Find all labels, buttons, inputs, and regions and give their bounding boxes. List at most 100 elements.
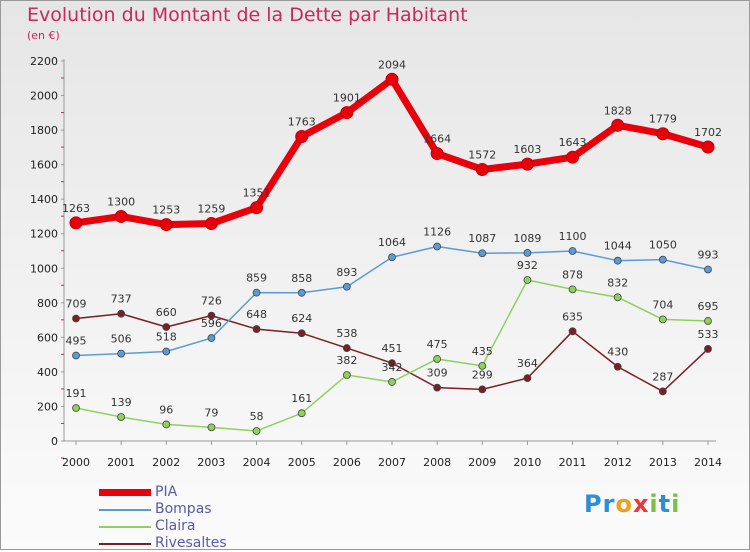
data-label-pia: 1253	[152, 204, 180, 217]
legend-label: Rivesaltes	[155, 535, 227, 551]
data-label-rivesaltes: 648	[246, 308, 267, 321]
data-label-rivesaltes: 538	[336, 327, 357, 340]
data-point-bompas	[523, 248, 532, 257]
x-tick-label: 2003	[197, 456, 225, 469]
chart-title: Evolution du Montant de la Dette par Hab…	[27, 4, 468, 26]
data-point-claira	[433, 355, 442, 363]
data-point-rivesaltes	[162, 323, 171, 331]
data-label-pia: 1763	[288, 115, 316, 128]
data-point-pia	[611, 118, 625, 132]
legend-label: Bompas	[155, 501, 212, 517]
data-label-bompas: 859	[246, 272, 267, 285]
data-label-bompas: 858	[291, 272, 312, 285]
data-point-bompas	[252, 288, 261, 297]
data-point-rivesaltes	[568, 327, 577, 336]
data-point-claira	[478, 361, 487, 370]
logo-letter: r	[602, 490, 616, 518]
data-label-rivesaltes: 624	[291, 312, 312, 325]
y-tick-label: 1400	[30, 193, 58, 206]
legend-swatch	[99, 526, 151, 528]
data-point-pia	[204, 217, 218, 231]
y-tick-label: 200	[37, 400, 58, 413]
data-point-bompas	[207, 334, 216, 342]
data-label-pia: 2094	[378, 58, 406, 71]
x-tick-label: 2014	[694, 456, 722, 469]
x-tick-label: 2010	[513, 456, 541, 469]
data-point-bompas	[388, 253, 396, 262]
x-tick-label: 2006	[333, 456, 361, 469]
data-point-bompas	[162, 347, 171, 356]
data-label-claira: 79	[204, 406, 218, 419]
data-label-claira: 832	[607, 276, 628, 289]
data-label-bompas: 1050	[649, 239, 677, 252]
chart-subtitle: (en €)	[27, 29, 60, 42]
data-point-claira	[704, 317, 712, 325]
data-point-claira	[388, 378, 396, 386]
data-label-pia: 1779	[649, 113, 677, 126]
data-point-pia	[340, 106, 354, 120]
data-label-pia: 1643	[559, 136, 587, 149]
data-label-rivesaltes: 533	[698, 328, 719, 341]
data-label-pia: 1603	[513, 143, 541, 156]
data-point-pia	[475, 162, 489, 176]
data-point-claira	[658, 315, 667, 324]
logo-letter: P	[584, 490, 603, 518]
data-point-rivesaltes	[207, 311, 216, 320]
data-point-bompas	[433, 242, 442, 251]
data-point-claira	[207, 423, 216, 432]
data-label-bompas: 1044	[604, 240, 632, 253]
data-point-rivesaltes	[658, 387, 667, 396]
data-point-rivesaltes	[704, 345, 712, 353]
data-label-claira: 704	[652, 298, 673, 311]
legend-swatch	[99, 489, 151, 496]
data-point-bompas	[704, 265, 712, 274]
data-label-rivesaltes: 364	[517, 357, 538, 370]
data-point-claira	[568, 285, 577, 294]
data-point-claira	[613, 293, 622, 302]
data-label-rivesaltes: 287	[652, 370, 673, 383]
data-point-rivesaltes	[613, 362, 622, 371]
data-point-bompas	[342, 282, 351, 291]
data-label-bompas: 495	[66, 335, 87, 348]
legend-swatch	[99, 543, 151, 545]
x-tick-label: 2009	[468, 456, 496, 469]
data-label-rivesaltes: 635	[562, 310, 583, 323]
data-label-bompas: 1089	[513, 232, 541, 245]
data-label-rivesaltes: 309	[427, 367, 448, 380]
data-label-bompas: 893	[336, 266, 357, 279]
data-label-bompas: 596	[201, 317, 222, 330]
data-label-bompas: 1126	[423, 226, 451, 239]
data-label-bompas: 506	[111, 333, 132, 346]
legend-label: Claira	[155, 518, 196, 534]
data-label-pia: 1300	[107, 195, 135, 208]
data-point-rivesaltes	[297, 329, 306, 338]
x-tick-label: 2002	[152, 456, 180, 469]
data-label-bompas: 1087	[468, 232, 496, 245]
proxiti-logo: Proxiti	[584, 490, 680, 518]
data-point-rivesaltes	[433, 383, 442, 392]
data-point-pia	[295, 129, 309, 143]
data-point-pia	[159, 218, 173, 232]
data-label-bompas: 1100	[559, 230, 587, 243]
data-label-rivesaltes: 726	[201, 295, 222, 308]
y-tick-label: 600	[37, 331, 58, 344]
data-point-claira	[252, 427, 261, 435]
y-tick-label: 1200	[30, 228, 58, 241]
data-label-rivesaltes: 709	[66, 298, 87, 311]
x-tick-label: 2012	[604, 456, 632, 469]
data-label-claira: 139	[111, 396, 132, 409]
logo-letter: i	[671, 490, 681, 518]
data-label-rivesaltes: 737	[111, 293, 132, 306]
data-point-rivesaltes	[342, 344, 351, 352]
data-point-pia	[430, 147, 444, 161]
x-tick-label: 2007	[378, 456, 406, 469]
data-point-pia	[69, 216, 83, 230]
data-point-claira	[72, 404, 80, 412]
data-label-pia: 1259	[197, 203, 225, 216]
legend-swatch	[99, 509, 151, 511]
data-label-claira: 878	[562, 268, 583, 281]
data-point-pia	[701, 140, 715, 154]
data-point-claira	[342, 371, 351, 379]
data-label-pia: 1351	[243, 187, 271, 200]
